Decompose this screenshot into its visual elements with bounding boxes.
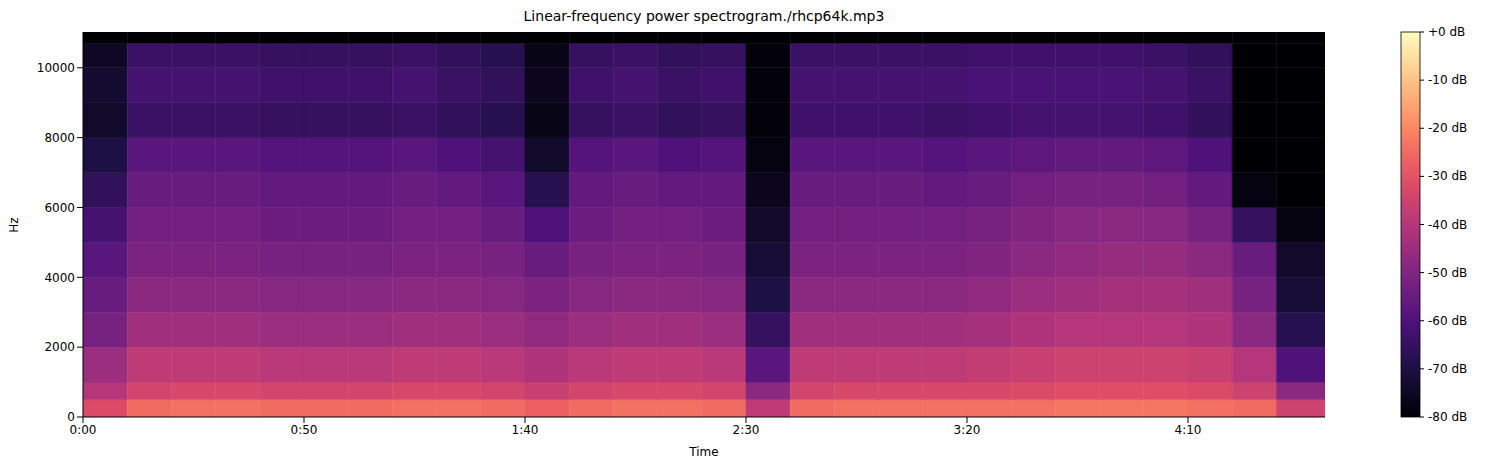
- svg-text:-10 dB: -10 dB: [1428, 73, 1467, 87]
- svg-text:6000: 6000: [44, 201, 75, 215]
- svg-text:8000: 8000: [44, 131, 75, 145]
- svg-text:-40 dB: -40 dB: [1428, 218, 1467, 232]
- svg-text:10000: 10000: [37, 61, 75, 75]
- svg-text:4:10: 4:10: [1175, 423, 1202, 437]
- svg-text:2:30: 2:30: [733, 423, 760, 437]
- svg-text:0: 0: [67, 410, 75, 424]
- svg-text:0:00: 0:00: [70, 423, 97, 437]
- svg-text:-80 dB: -80 dB: [1428, 410, 1467, 424]
- html-text:Hz: Hz: [6, 217, 21, 233]
- svg-text:3:20: 3:20: [954, 423, 981, 437]
- svg-text:2000: 2000: [44, 340, 75, 354]
- svg-text:-60 dB: -60 dB: [1428, 314, 1467, 328]
- svg-text:1:40: 1:40: [512, 423, 539, 437]
- svg-text:-20 dB: -20 dB: [1428, 121, 1467, 135]
- html-text:Time: Time: [689, 445, 719, 459]
- svg-text:-30 dB: -30 dB: [1428, 169, 1467, 183]
- svg-text:4000: 4000: [44, 271, 75, 285]
- svg-text:+0 dB: +0 dB: [1428, 25, 1465, 39]
- svg-text:-50 dB: -50 dB: [1428, 266, 1467, 280]
- svg-text:0:50: 0:50: [291, 423, 318, 437]
- html-text:Linear-frequency power spectro: Linear-frequency power spectrogram./rhcp…: [523, 8, 885, 24]
- svg-text:-70 dB: -70 dB: [1428, 362, 1467, 376]
